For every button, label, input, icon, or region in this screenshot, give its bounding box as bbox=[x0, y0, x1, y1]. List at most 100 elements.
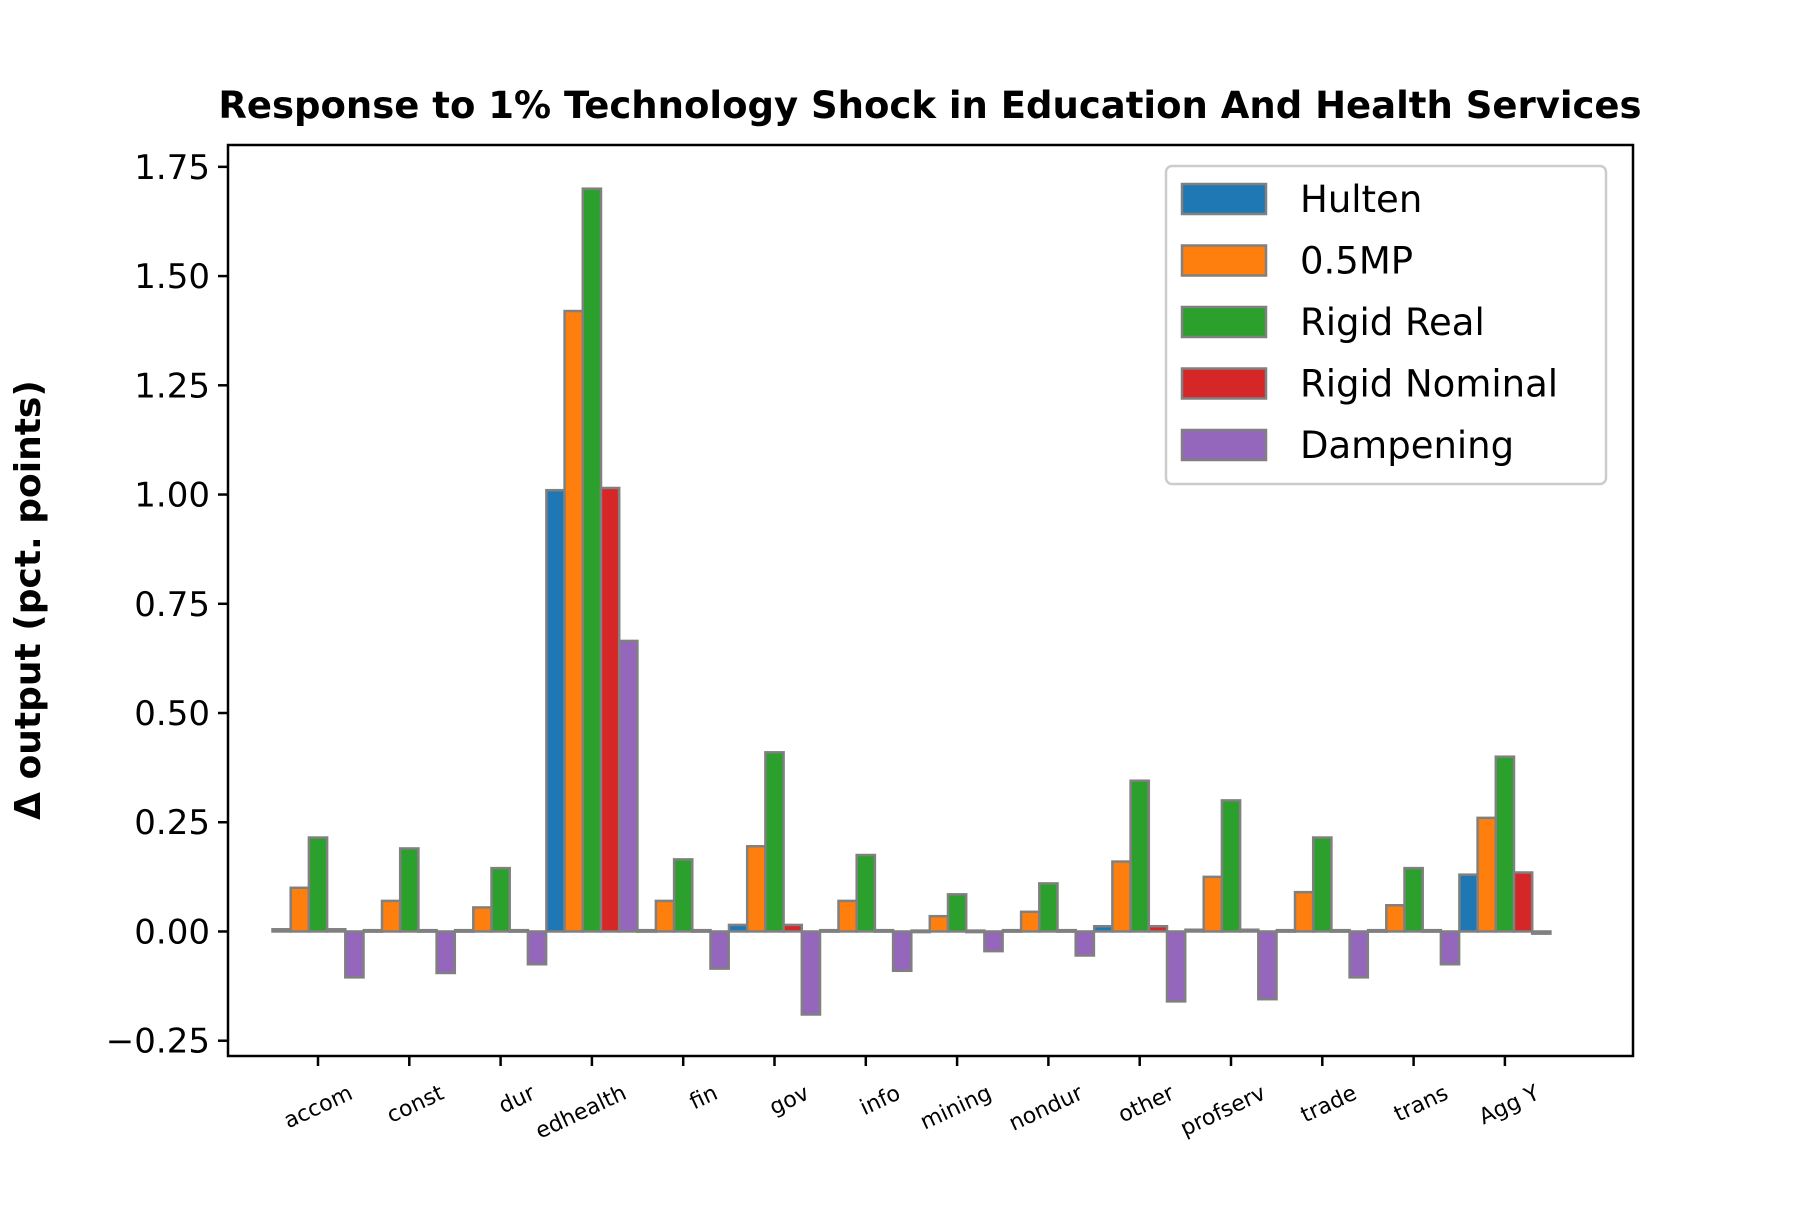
legend-swatch bbox=[1180, 305, 1268, 339]
bar bbox=[380, 899, 402, 933]
bar bbox=[435, 930, 457, 975]
bar bbox=[1220, 799, 1242, 933]
y-tick-label: 0.00 bbox=[134, 912, 210, 952]
bar bbox=[271, 928, 292, 933]
bar bbox=[691, 928, 712, 933]
bar bbox=[289, 886, 311, 933]
x-tick-label: other bbox=[1115, 1080, 1180, 1128]
bar bbox=[1184, 928, 1205, 933]
bar bbox=[417, 928, 438, 933]
y-tick-label: 1.50 bbox=[134, 257, 210, 297]
legend-item: Hulten bbox=[1180, 178, 1422, 221]
bar bbox=[1348, 930, 1370, 979]
bar bbox=[964, 929, 986, 934]
x-tick-label: gov bbox=[766, 1081, 813, 1121]
bar bbox=[983, 930, 1004, 953]
bar bbox=[800, 930, 822, 1016]
bar bbox=[325, 928, 347, 933]
bar bbox=[1476, 816, 1498, 933]
x-tick-label: trade bbox=[1297, 1081, 1361, 1128]
bar bbox=[837, 899, 858, 933]
x-tick-label: accom bbox=[280, 1081, 356, 1134]
y-tick-label: 1.25 bbox=[134, 366, 210, 406]
bar bbox=[563, 309, 585, 933]
y-tick-label: −0.25 bbox=[106, 1022, 210, 1062]
bar bbox=[1165, 930, 1187, 1003]
bar bbox=[1092, 924, 1114, 933]
bar bbox=[490, 866, 511, 933]
y-axis: −0.25 0.00 0.25 0.50 0.75 1.00 1.25 1.50 1.75 bbox=[106, 148, 228, 1062]
bar bbox=[1111, 860, 1132, 933]
bar bbox=[873, 928, 895, 933]
bar bbox=[819, 928, 840, 933]
bar bbox=[891, 930, 913, 973]
bar bbox=[545, 488, 566, 933]
bar bbox=[1311, 836, 1333, 933]
series-rigid-nominal bbox=[325, 486, 1534, 934]
legend-item: 0.5MP bbox=[1180, 240, 1413, 283]
bar bbox=[672, 858, 694, 933]
bar bbox=[1147, 924, 1169, 933]
y-tick-label: 0.25 bbox=[134, 803, 210, 843]
bar bbox=[526, 930, 548, 966]
bar bbox=[782, 923, 804, 933]
legend-label: Rigid Real bbox=[1300, 301, 1485, 344]
legend-swatch bbox=[1180, 367, 1268, 400]
bar bbox=[362, 928, 384, 933]
series-dampening bbox=[344, 639, 1552, 1016]
bar bbox=[617, 639, 639, 933]
bar bbox=[1439, 930, 1461, 966]
legend-label: 0.5MP bbox=[1300, 240, 1413, 283]
legend-swatch bbox=[1180, 244, 1268, 277]
legend: Hulten 0.5MP Rigid Real Rigid Nominal Dampen… bbox=[1164, 164, 1608, 486]
bar bbox=[910, 929, 932, 934]
bar bbox=[1458, 873, 1479, 933]
legend-swatch bbox=[1180, 182, 1268, 216]
bars-layer bbox=[271, 187, 1552, 1016]
bar bbox=[1238, 928, 1260, 933]
bar bbox=[1202, 875, 1224, 933]
legend-label: Dampening bbox=[1300, 424, 1514, 467]
bar bbox=[472, 906, 493, 933]
bar bbox=[1019, 910, 1041, 933]
bar bbox=[581, 187, 603, 933]
bar bbox=[1129, 779, 1151, 933]
bar bbox=[508, 928, 530, 933]
bar bbox=[946, 893, 968, 933]
bar bbox=[344, 930, 365, 979]
bar bbox=[855, 853, 877, 933]
bar bbox=[1293, 890, 1315, 933]
x-tick-label: const bbox=[383, 1081, 448, 1129]
legend-box bbox=[1164, 164, 1608, 486]
bar bbox=[307, 836, 329, 933]
x-tick-label: Agg Y bbox=[1475, 1081, 1544, 1131]
series-0-5mp bbox=[289, 309, 1498, 933]
bar bbox=[764, 751, 785, 933]
bar bbox=[709, 930, 730, 970]
y-tick-label: 1.00 bbox=[134, 476, 210, 516]
bar bbox=[599, 486, 621, 933]
bar bbox=[727, 923, 749, 933]
bar bbox=[1330, 928, 1351, 933]
bar bbox=[654, 899, 676, 933]
legend-label: Hulten bbox=[1300, 178, 1422, 221]
bar bbox=[1494, 755, 1516, 933]
y-tick-label: 1.75 bbox=[134, 148, 210, 188]
bar bbox=[1257, 930, 1278, 1001]
x-tick-label: profserv bbox=[1177, 1081, 1270, 1142]
bar bbox=[1530, 930, 1552, 935]
bar bbox=[1421, 928, 1443, 933]
legend-swatch bbox=[1180, 428, 1268, 462]
legend-item: Rigid Nominal bbox=[1180, 363, 1558, 406]
x-tick-label: fin bbox=[686, 1081, 722, 1115]
y-axis-label: Δ output (pct. points) bbox=[8, 380, 49, 820]
bar bbox=[745, 845, 767, 933]
bar bbox=[1056, 928, 1077, 933]
x-tick-label: nondur bbox=[1005, 1080, 1087, 1136]
legend-item: Rigid Real bbox=[1180, 301, 1485, 344]
bar bbox=[1038, 882, 1059, 933]
bar bbox=[636, 928, 658, 933]
